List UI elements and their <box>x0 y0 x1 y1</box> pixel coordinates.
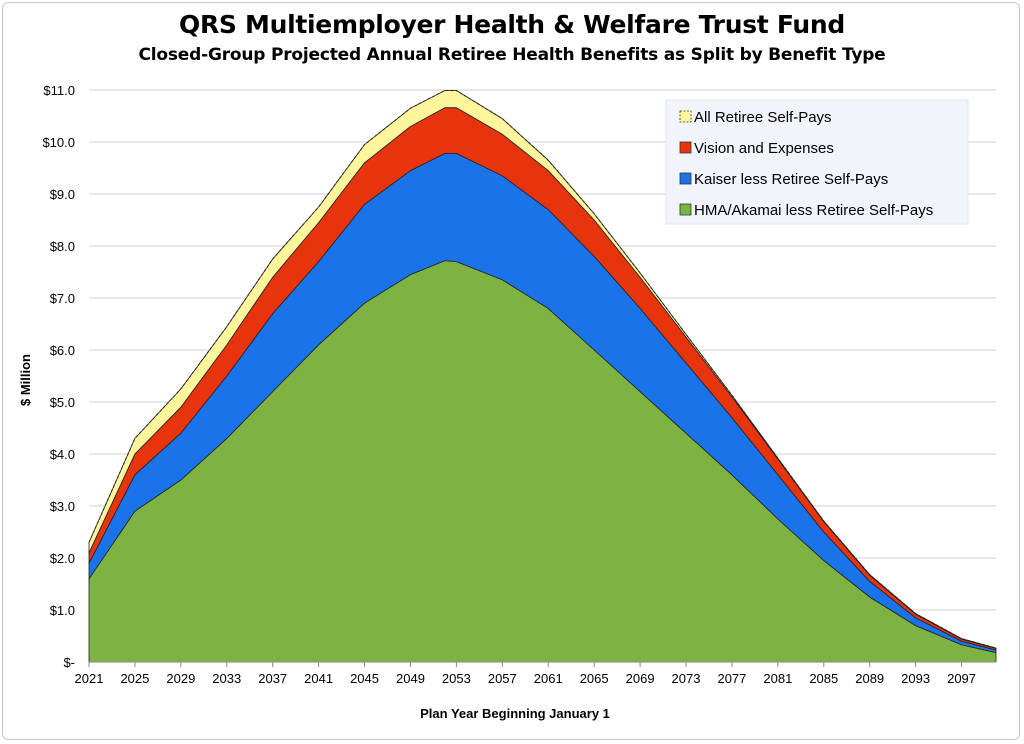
x-tick-label: 2037 <box>258 671 287 686</box>
legend-swatch <box>679 203 692 216</box>
legend-label: All Retiree Self-Pays <box>694 109 832 126</box>
area-all-retiree-self-pays <box>88 90 997 650</box>
x-tick-label: 2021 <box>75 671 104 686</box>
x-tick-label: 2025 <box>120 671 149 686</box>
x-tick-label: 2093 <box>901 671 930 686</box>
area-series <box>88 90 997 663</box>
y-tick-label: $7.0 <box>50 291 75 306</box>
y-axis-title: $ Million <box>18 354 33 406</box>
x-tick-label: 2041 <box>304 671 333 686</box>
y-axis-ticks: $- $1.0 $2.0 $3.0 $4.0 $5.0 $6.0 $7.0 $8.0 $9.0 $1… <box>42 83 75 670</box>
x-tick-label: 2085 <box>809 671 838 686</box>
legend-label: HMA/Akamai less Retiree Self-Pays <box>694 202 933 219</box>
x-tick-label: 2069 <box>626 671 655 686</box>
x-tick-label: 2053 <box>442 671 471 686</box>
x-tick-label: 2045 <box>350 671 379 686</box>
total-outline <box>88 90 997 649</box>
y-tick-label: $5.0 <box>50 395 75 410</box>
x-axis-ticks: 2021 2025 2029 2033 2037 2041 2045 2049 2053 2057… <box>75 662 976 686</box>
x-tick-label: 2081 <box>763 671 792 686</box>
x-tick-label: 2049 <box>396 671 425 686</box>
legend-swatch <box>679 110 692 123</box>
area-hma-akamai-less-retiree-self-pays <box>88 260 997 663</box>
x-tick-label: 2073 <box>672 671 701 686</box>
x-tick-label: 2057 <box>488 671 517 686</box>
y-tick-label: $9.0 <box>50 187 75 202</box>
y-tick-label: $2.0 <box>50 551 75 566</box>
y-tick-label: $1.0 <box>50 603 75 618</box>
x-tick-label: 2033 <box>212 671 241 686</box>
x-axis-title: Plan Year Beginning January 1 <box>420 706 610 721</box>
y-tick-label: $6.0 <box>50 343 75 358</box>
x-tick-label: 2065 <box>580 671 609 686</box>
legend-swatch <box>679 141 692 154</box>
legend-label: Kaiser less Retiree Self-Pays <box>694 171 888 188</box>
legend-box <box>665 99 969 225</box>
x-tick-label: 2061 <box>534 671 563 686</box>
x-tick-label: 2089 <box>855 671 884 686</box>
x-tick-label: 2097 <box>947 671 976 686</box>
chart-subtitle: Closed-Group Projected Annual Retiree He… <box>138 45 886 65</box>
y-tick-label: $4.0 <box>50 447 75 462</box>
x-tick-label: 2077 <box>717 671 746 686</box>
y-tick-label: $- <box>63 655 75 670</box>
legend-swatch <box>679 172 692 185</box>
y-tick-label: $10.0 <box>42 135 75 150</box>
y-tick-label: $11.0 <box>43 83 75 98</box>
y-tick-label: $3.0 <box>50 499 75 514</box>
legend-label: Vision and Expenses <box>694 140 834 157</box>
x-tick-label: 2029 <box>166 671 195 686</box>
chart-title: QRS Multiemployer Health & Welfare Trust… <box>179 10 845 39</box>
y-tick-label: $8.0 <box>50 239 75 254</box>
legend: All Retiree Self-Pays Vision and Expenses… <box>665 99 969 225</box>
